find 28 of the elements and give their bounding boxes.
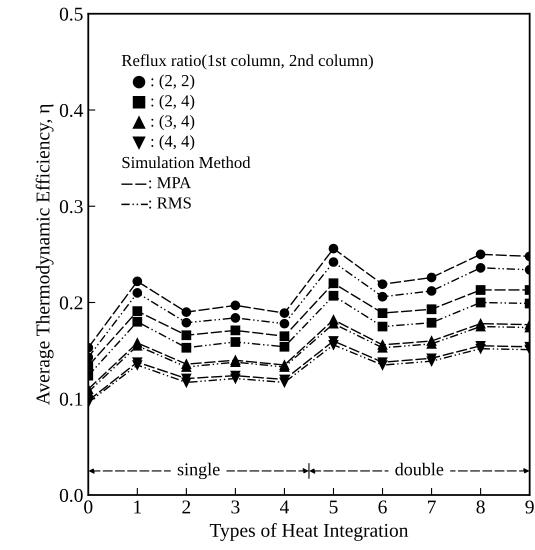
x-tick-label: 2 [182,500,190,514]
x-tick-label: 5 [330,500,338,514]
x-tick-label: 1 [134,500,142,514]
x-tick-label: 0 [84,500,92,514]
x-tick-label: 8 [476,500,485,514]
annotation: : (2, 2) [151,74,194,90]
y-tick-label: 0.1 [60,392,82,406]
annotation: : (3, 4) [151,114,194,130]
annotation: single [178,462,220,480]
annotation: Simulation Method [122,156,250,168]
y-tick-label: 0.3 [60,200,83,214]
y-tick-label: 0.0 [60,488,83,502]
annotation: double [395,462,444,476]
y-tick-label: 0.2 [60,296,82,310]
annotation: : (2, 4) [151,94,194,110]
x-tick-label: 3 [231,500,240,514]
x-tick-label: 9 [525,500,534,514]
annotation: : MPA [149,177,192,188]
x-tick-label: 4 [280,500,289,514]
x-tick-label: 6 [378,500,387,514]
annotation: : (4, 4) [151,135,194,150]
annotation: Reflux ratio(1st column, 2nd column) [122,54,373,70]
y-tick-label: 0.5 [60,8,83,21]
x-axis-title: Types of Heat Integration [210,523,408,541]
x-tick-label: 7 [428,500,436,514]
y-axis-title: Average Thermodynamic Efficiency, η [36,104,54,405]
y-tick-label: 0.4 [60,104,84,118]
annotation: : RMS [149,197,191,209]
